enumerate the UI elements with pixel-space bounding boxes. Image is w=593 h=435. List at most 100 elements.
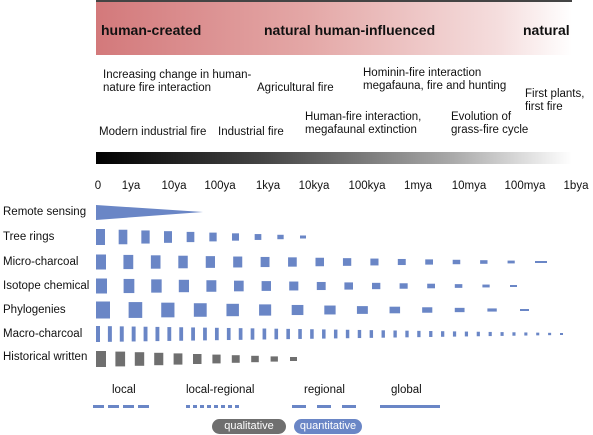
historical-written-mark [270, 356, 278, 362]
micro-charcoal-mark [397, 258, 406, 266]
legend-quantitative-pill: quantitative [294, 419, 362, 434]
macro-charcoal-mark [143, 326, 148, 342]
legend-scale-local: local [112, 384, 136, 396]
phylogenies-mark [487, 308, 497, 312]
micro-charcoal-mark [507, 260, 515, 264]
legend-local-swatch [108, 405, 119, 408]
tree-rings-mark [96, 229, 105, 245]
legend-local-swatch [123, 405, 134, 408]
event-grass-fire-cycle: Evolution of grass-fire cycle [451, 111, 529, 136]
isotope-chemical-mark [206, 280, 217, 292]
macro-charcoal-mark [310, 329, 314, 339]
phylogenies-mark [226, 303, 239, 317]
macro-charcoal-mark [131, 326, 136, 342]
tick-label: 100kya [348, 180, 386, 192]
phylogenies-mark [520, 309, 529, 311]
historical-written-mark [154, 352, 164, 366]
legend-scale-local-regional: local-regional [186, 384, 255, 396]
tick-label: 0 [94, 180, 102, 192]
phylogenies-mark [389, 306, 401, 314]
macro-charcoal-mark [381, 330, 385, 338]
macro-charcoal-mark [286, 328, 290, 340]
isotope-chemical-mark [482, 284, 490, 288]
legend-regional-swatch [292, 405, 306, 408]
tree-rings-mark [232, 233, 239, 241]
macro-charcoal-mark [155, 326, 160, 342]
event-megafaunal-extinction: Human-fire interaction, megafaunal extin… [305, 111, 422, 136]
macro-charcoal-mark [405, 330, 409, 338]
micro-charcoal-mark [233, 256, 243, 268]
historical-written-mark [231, 355, 240, 363]
micro-charcoal-mark [537, 261, 547, 263]
phylogenies-mark [128, 302, 143, 318]
macro-charcoal-mark [333, 329, 338, 339]
macro-charcoal-mark [238, 328, 243, 340]
macro-charcoal-mark [167, 327, 172, 341]
macro-charcoal-mark [119, 326, 124, 342]
macro-charcoal-mark [560, 333, 563, 335]
phylogenies-mark [161, 302, 175, 318]
tick-label: 1bya [563, 180, 589, 192]
event-agricultural-fire: Agricultural fire [257, 82, 334, 94]
proxy-label-remote-sensing: Remote sensing [3, 206, 87, 218]
micro-charcoal-mark [205, 256, 215, 268]
macro-charcoal-mark [512, 332, 516, 336]
time-gradient-bar [96, 152, 572, 164]
macro-charcoal-mark [500, 332, 504, 336]
macro-charcoal-mark [96, 326, 100, 342]
tick-label: 1kya [255, 180, 281, 192]
isotope-chemical-mark [454, 284, 463, 288]
macro-charcoal-mark [476, 331, 480, 337]
tick-label: 1ya [121, 180, 141, 192]
legend-scale-global: global [391, 384, 422, 396]
macro-charcoal-mark [417, 330, 421, 338]
historical-written-mark [251, 355, 259, 363]
isotope-chemical-mark [399, 283, 408, 289]
legend-local-swatch [138, 405, 149, 408]
legend-regional-swatch [317, 405, 331, 408]
tree-rings-mark [277, 234, 284, 240]
legend-global-swatch [380, 405, 440, 408]
macro-charcoal-mark [393, 330, 397, 338]
tick-label: 100ya [204, 180, 236, 192]
event-increasing-change: Increasing change in human- nature fire … [103, 69, 252, 94]
macro-charcoal-mark [357, 329, 362, 339]
micro-charcoal-mark [178, 255, 188, 269]
micro-charcoal-mark [96, 254, 106, 270]
legend-local-regional-swatch [207, 405, 211, 408]
category-gradient-band [96, 0, 572, 55]
phylogenies-mark [291, 304, 304, 316]
event-industrial-fire: Industrial fire [218, 126, 284, 138]
tree-rings-mark [164, 231, 172, 243]
phylogenies-mark [259, 304, 272, 316]
isotope-chemical-mark [123, 278, 135, 294]
micro-charcoal-mark [150, 255, 161, 269]
phylogenies-mark [454, 307, 465, 313]
tree-rings-mark [254, 234, 262, 240]
macro-charcoal-mark [464, 331, 469, 337]
macro-charcoal-mark [441, 331, 445, 337]
historical-written-mark [193, 354, 202, 364]
macro-charcoal-mark [524, 332, 528, 336]
proxy-label-tree-rings: Tree rings [3, 231, 55, 243]
isotope-chemical-mark [372, 282, 381, 290]
isotope-chemical-mark [234, 280, 244, 292]
phylogenies-mark [193, 303, 207, 317]
historical-written-mark [212, 354, 221, 364]
category-human-created: human-created [101, 22, 202, 38]
phylogenies-mark [324, 305, 336, 315]
isotope-chemical-mark [261, 281, 271, 291]
isotope-chemical-mark [344, 282, 353, 290]
micro-charcoal-mark [342, 258, 352, 266]
proxy-label-historical-written: Historical written [3, 351, 88, 363]
macro-charcoal-mark [262, 328, 267, 340]
macro-charcoal-mark [369, 330, 374, 338]
tree-rings-mark [141, 230, 150, 244]
phylogenies-mark [422, 307, 433, 313]
isotope-chemical-mark [96, 278, 107, 294]
tick-label: 100mya [504, 180, 546, 192]
legend-regional-swatch [342, 405, 356, 408]
isotope-chemical-mark [289, 281, 299, 291]
proxy-label-micro-charcoal: Micro-charcoal [3, 256, 79, 268]
